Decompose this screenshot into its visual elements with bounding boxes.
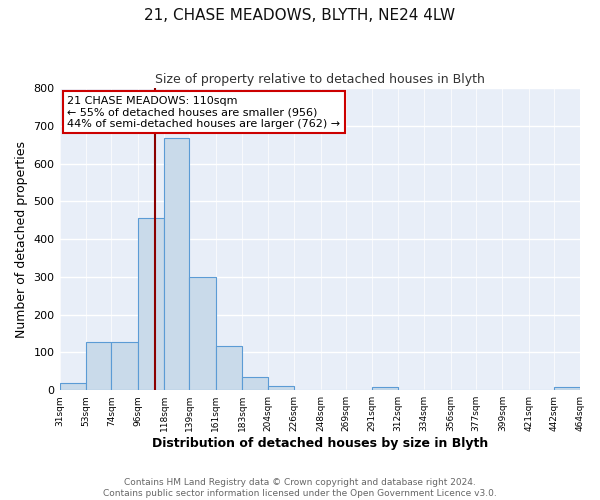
Text: 21, CHASE MEADOWS, BLYTH, NE24 4LW: 21, CHASE MEADOWS, BLYTH, NE24 4LW	[145, 8, 455, 22]
Bar	[268, 386, 294, 390]
Bar	[554, 387, 580, 390]
X-axis label: Distribution of detached houses by size in Blyth: Distribution of detached houses by size …	[152, 437, 488, 450]
Y-axis label: Number of detached properties: Number of detached properties	[15, 140, 28, 338]
Title: Size of property relative to detached houses in Blyth: Size of property relative to detached ho…	[155, 72, 485, 86]
Bar	[86, 342, 111, 390]
Bar	[164, 138, 190, 390]
Text: Contains HM Land Registry data © Crown copyright and database right 2024.
Contai: Contains HM Land Registry data © Crown c…	[103, 478, 497, 498]
Bar	[190, 277, 216, 390]
Bar	[111, 342, 138, 390]
Bar	[216, 346, 242, 390]
Bar	[373, 387, 398, 390]
Bar	[138, 218, 164, 390]
Text: 21 CHASE MEADOWS: 110sqm
← 55% of detached houses are smaller (956)
44% of semi-: 21 CHASE MEADOWS: 110sqm ← 55% of detach…	[67, 96, 340, 129]
Bar	[242, 377, 268, 390]
Bar	[59, 384, 86, 390]
